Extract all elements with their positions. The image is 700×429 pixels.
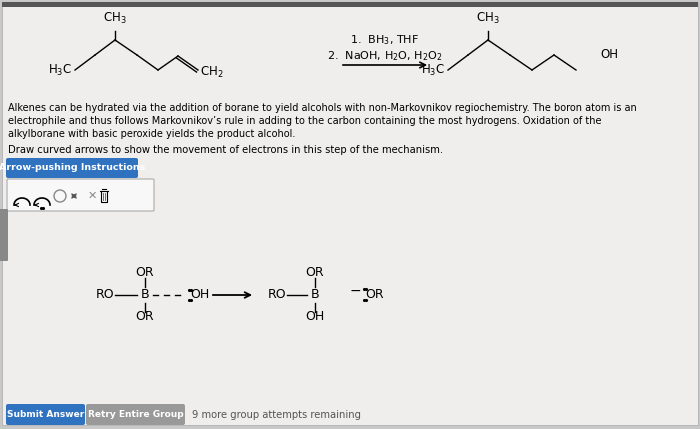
Text: Alkenes can be hydrated via the addition of borane to yield alcohols with non-Ma: Alkenes can be hydrated via the addition… (8, 103, 637, 113)
FancyBboxPatch shape (7, 179, 154, 211)
FancyBboxPatch shape (0, 209, 8, 261)
Text: Submit Answer: Submit Answer (7, 410, 84, 419)
Text: alkylborane with basic peroxide yields the product alcohol.: alkylborane with basic peroxide yields t… (8, 129, 295, 139)
Text: −: − (349, 284, 360, 298)
Text: ✕: ✕ (88, 191, 97, 201)
Text: $\mathregular{H_3C}$: $\mathregular{H_3C}$ (48, 63, 72, 78)
Text: $\mathregular{CH_2}$: $\mathregular{CH_2}$ (200, 64, 223, 79)
Text: OR: OR (365, 288, 384, 302)
Text: $\mathregular{CH_3}$: $\mathregular{CH_3}$ (103, 11, 127, 26)
Text: 2.  NaOH, H$_2$O, H$_2$O$_2$: 2. NaOH, H$_2$O, H$_2$O$_2$ (328, 49, 442, 63)
Text: $\mathregular{H_3C}$: $\mathregular{H_3C}$ (421, 63, 445, 78)
Text: RO: RO (267, 288, 286, 302)
Text: 9 more group attempts remaining: 9 more group attempts remaining (192, 410, 361, 420)
FancyBboxPatch shape (6, 404, 85, 425)
Text: B: B (141, 288, 149, 302)
FancyBboxPatch shape (6, 158, 138, 178)
Text: Arrow-pushing Instructions: Arrow-pushing Instructions (0, 163, 145, 172)
Text: OH: OH (600, 48, 618, 61)
Text: OH: OH (190, 288, 209, 302)
Text: RO: RO (96, 288, 114, 302)
Bar (2, 2, 698, 7)
Text: OR: OR (136, 311, 154, 323)
Text: Draw curved arrows to show the movement of electrons in this step of the mechani: Draw curved arrows to show the movement … (8, 145, 443, 155)
Text: electrophile and thus follows Markovnikov’s rule in adding to the carbon contain: electrophile and thus follows Markovniko… (8, 116, 601, 126)
Text: B: B (311, 288, 319, 302)
Text: $\mathregular{CH_3}$: $\mathregular{CH_3}$ (476, 11, 500, 26)
Text: OH: OH (305, 311, 325, 323)
Text: OR: OR (136, 266, 154, 280)
Text: Retry Entire Group: Retry Entire Group (88, 410, 183, 419)
Text: OR: OR (306, 266, 324, 280)
Text: 1.  BH$_3$, THF: 1. BH$_3$, THF (351, 33, 419, 47)
FancyBboxPatch shape (86, 404, 185, 425)
